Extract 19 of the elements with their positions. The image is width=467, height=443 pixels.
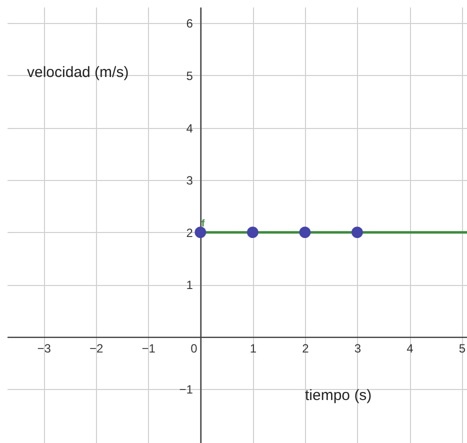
y-axis-title: velocidad (m/s) <box>27 64 129 81</box>
x-tick-label: 0 <box>190 341 198 356</box>
y-tick-label: 2 <box>186 226 194 240</box>
x-tick-label: 5 <box>458 341 466 356</box>
x-tick-label: 2 <box>302 341 310 356</box>
y-tick-label: 4 <box>186 121 194 136</box>
x-axis-title: tiempo (s) <box>305 387 372 404</box>
y-tick-label: 6 <box>186 16 194 31</box>
x-tick-label: −2 <box>90 341 104 356</box>
y-tick-label: 3 <box>186 174 194 188</box>
x-tick-label: −1 <box>142 341 156 356</box>
x-tick-label: −3 <box>37 341 52 356</box>
x-tick-label: 1 <box>250 341 257 356</box>
y-tick-label: 5 <box>186 68 194 83</box>
y-tick-label: 1 <box>186 278 194 292</box>
series-label: f <box>201 218 206 230</box>
x-tick-label: 3 <box>354 341 362 356</box>
x-tick-label: 4 <box>406 341 414 356</box>
y-tick-label: −1 <box>179 382 194 397</box>
